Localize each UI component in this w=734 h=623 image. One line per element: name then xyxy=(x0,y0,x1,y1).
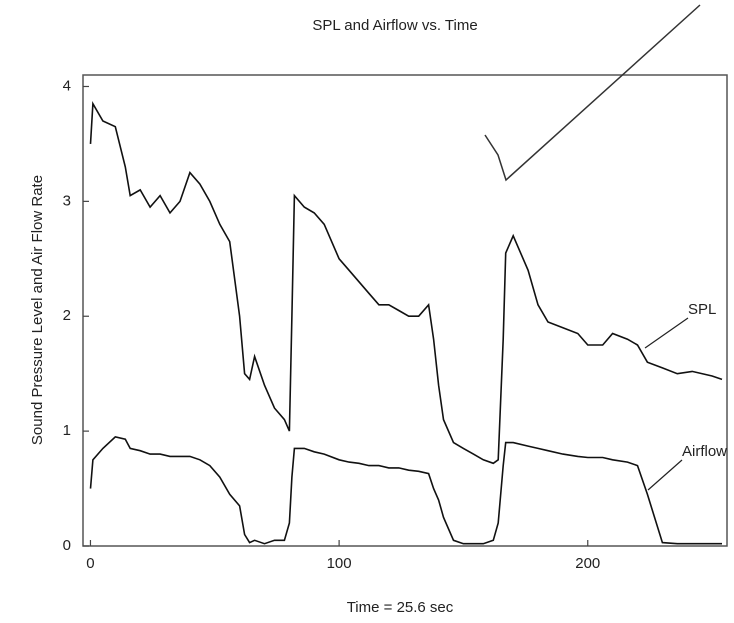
series-label: Airflow xyxy=(682,443,727,460)
x-axis-label: Time = 25.6 sec xyxy=(347,599,454,616)
y-tick-label: 4 xyxy=(63,77,71,94)
leader-line xyxy=(647,459,683,491)
check-mark xyxy=(484,4,701,182)
y-tick-label: 1 xyxy=(63,422,71,439)
chart-title: SPL and Airflow vs. Time xyxy=(312,17,477,34)
series-line xyxy=(89,436,722,545)
leader-line xyxy=(644,317,689,349)
x-tick-label: 100 xyxy=(327,555,352,572)
y-tick-label: 2 xyxy=(63,307,71,324)
x-tick-label: 0 xyxy=(86,555,94,572)
y-axis-label: Sound Pressure Level and Air Flow Rate xyxy=(29,175,46,445)
x-tick-label: 200 xyxy=(575,555,600,572)
y-tick-label: 3 xyxy=(63,192,71,209)
y-tick-label: 0 xyxy=(63,537,71,554)
plot-frame xyxy=(82,74,728,547)
series-line xyxy=(89,100,723,465)
series-label: SPL xyxy=(688,301,716,318)
